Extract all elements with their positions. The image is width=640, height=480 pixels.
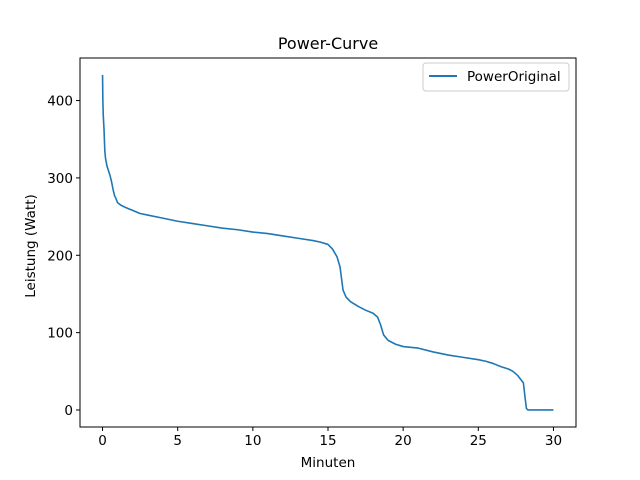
x-tick-label: 20 xyxy=(395,433,412,449)
x-tick-label: 25 xyxy=(470,433,487,449)
legend: PowerOriginal xyxy=(422,62,570,92)
y-tick-label: 0 xyxy=(64,403,73,419)
x-tick-label: 5 xyxy=(173,433,182,449)
x-tick-label: 30 xyxy=(545,433,562,449)
x-tick-label: 0 xyxy=(98,433,107,449)
y-tick-label: 200 xyxy=(47,248,73,264)
y-tick-label: 400 xyxy=(47,94,73,110)
chart-title: Power-Curve xyxy=(278,34,378,53)
legend-label: PowerOriginal xyxy=(467,69,561,85)
y-tick-label: 100 xyxy=(47,326,73,342)
legend-box xyxy=(422,62,570,92)
x-tick-label: 10 xyxy=(244,433,261,449)
series-line-0 xyxy=(101,75,554,411)
x-axis-label: Minuten xyxy=(301,455,356,471)
y-tick-label: 300 xyxy=(47,171,73,187)
y-axis-label: Leistung (Watt) xyxy=(23,194,39,298)
x-tick-label: 15 xyxy=(319,433,336,449)
